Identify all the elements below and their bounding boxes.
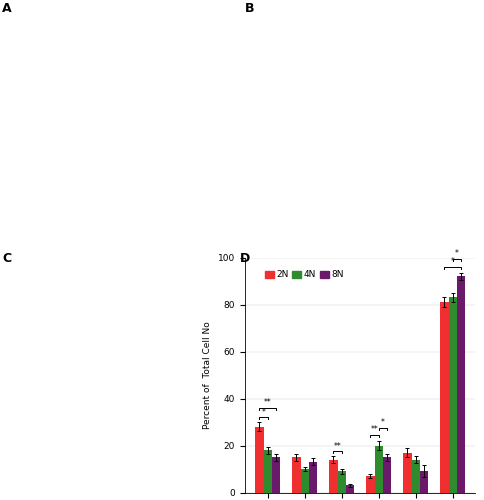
Bar (308, 462, 316, 492)
Bar (300, 469, 308, 492)
Text: B: B (244, 2, 254, 16)
Text: *: * (454, 249, 458, 258)
Bar (456, 276, 464, 492)
Bar (448, 298, 456, 492)
Bar (411, 460, 419, 492)
Bar (365, 476, 374, 492)
Bar (337, 472, 345, 492)
Text: *: * (450, 257, 454, 266)
Bar (271, 457, 279, 492)
Legend: 2N, 4N, 8N: 2N, 4N, 8N (260, 266, 347, 283)
Text: *: * (380, 418, 384, 427)
Text: **: ** (263, 398, 271, 407)
Bar (263, 450, 271, 492)
Bar (292, 457, 300, 492)
Bar (374, 446, 382, 492)
Bar (403, 452, 411, 492)
Bar (345, 486, 353, 492)
Bar (329, 460, 337, 492)
Bar (382, 457, 390, 492)
Bar (419, 472, 427, 492)
Text: C: C (2, 252, 12, 266)
Y-axis label: Percent of  Total Cell No: Percent of Total Cell No (203, 321, 212, 429)
Text: **: ** (370, 425, 378, 434)
Bar (255, 426, 263, 492)
Bar (439, 302, 448, 492)
Text: *: * (261, 408, 265, 416)
Text: **: ** (333, 442, 341, 450)
Text: A: A (2, 2, 12, 16)
Text: D: D (240, 252, 250, 266)
